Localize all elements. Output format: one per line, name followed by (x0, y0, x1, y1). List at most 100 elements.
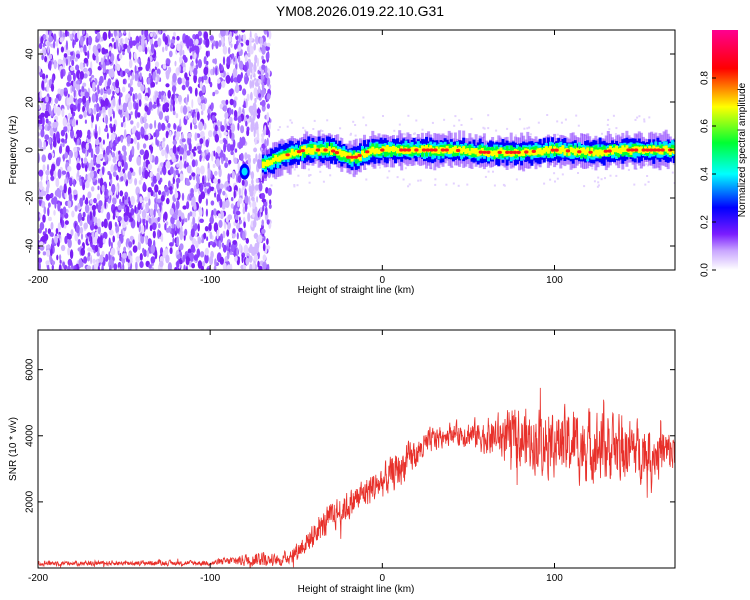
spectrogram-noise-cell (64, 151, 69, 159)
spectrogram-noise-cell (255, 178, 259, 184)
spectrogram-noise-cell (185, 80, 190, 88)
spectrogram-peak-cell (550, 148, 555, 152)
spectrogram-peak-cell (565, 149, 571, 153)
spectrogram-noise-cell (77, 239, 81, 245)
spectrogram-noise-cell (251, 79, 255, 89)
spectrogram-noise-cell (117, 32, 123, 37)
spectrogram-noise-cell (96, 163, 101, 168)
snr-frame (37, 329, 676, 569)
spectrogram-ridge-cell (319, 147, 323, 153)
spectrogram-noise-cell (130, 195, 135, 206)
spectrogram-noise-cell (138, 166, 142, 176)
spectrogram-noise-cell (379, 166, 381, 169)
spectrogram-ridge-cell (546, 147, 550, 154)
spectrogram-noise-cell (99, 254, 104, 263)
spectrogram-noise-cell (194, 87, 198, 97)
spectrogram-noise-cell (85, 100, 90, 107)
spectrogram-noise-cell (74, 264, 77, 270)
spectrogram-peak-cell (402, 148, 408, 152)
spectrogram-peak-cell (349, 155, 355, 159)
spectrogram-noise-cell (136, 121, 140, 129)
spectrogram-noise-cell (155, 136, 158, 146)
spectrogram-noise-cell (157, 37, 162, 47)
spectrogram-noise-cell (50, 248, 53, 256)
spectrogram-noise-cell (262, 254, 267, 262)
spectrogram-noise-cell (143, 181, 146, 191)
spectrogram-noise-cell (135, 261, 138, 270)
spectrogram-noise-cell (234, 84, 240, 94)
spectrogram-noise-cell (46, 102, 50, 111)
spectrogram-noise-cell (59, 254, 62, 261)
spectrogram-peak-cell (300, 149, 305, 153)
spectrogram-noise-cell (260, 91, 265, 98)
spectrogram-noise-cell (81, 161, 84, 168)
snr-background (38, 330, 675, 568)
spectrogram-noise-cell (127, 45, 131, 54)
spectrogram-noise-cell (214, 89, 219, 95)
spectrogram-ridge-cell (305, 148, 309, 155)
spectrogram-noise-cell (185, 76, 190, 82)
spectrogram-noise-cell (219, 63, 222, 71)
spectrogram-noise-cell (43, 233, 49, 241)
spectrogram-peak-cell (406, 148, 411, 152)
spectrogram-noise-cell (77, 202, 81, 209)
spectrogram-noise-cell (102, 237, 106, 245)
spectrogram-noise-cell (75, 224, 80, 234)
spectrogram-noise-cell (83, 222, 88, 230)
spectrogram-noise-cell (68, 193, 73, 202)
spectrogram-noise-cell (219, 256, 224, 265)
spectrogram-noise-cell (218, 213, 221, 219)
spectrogram-noise-cell (169, 242, 174, 247)
spectrogram-ridge-cell (340, 150, 344, 158)
spectrogram-noise-cell (221, 80, 226, 88)
spectrogram-peak-cell (440, 148, 446, 152)
spectrogram-noise-cell (184, 143, 188, 152)
spectrogram-noise-cell (48, 202, 51, 208)
spectrogram-noise-cell (160, 195, 165, 202)
spectrogram-noise-cell (137, 112, 141, 118)
spectrogram-ridge-cell (480, 147, 484, 153)
spectrogram-noise-cell (249, 39, 252, 49)
spectrogram-noise-cell (106, 211, 111, 221)
spectrogram-noise-cell (221, 36, 224, 46)
spectrogram-noise-cell (212, 66, 215, 76)
spectrogram-noise-cell (417, 179, 420, 182)
spectrogram-ridge-cell (261, 161, 265, 168)
spectrogram-noise-cell (122, 51, 125, 56)
spectrogram-noise-cell (265, 52, 270, 60)
spectrogram-noise-cell (80, 233, 84, 240)
spectrogram-noise-cell (214, 133, 219, 143)
spectrogram-noise-cell (470, 117, 473, 120)
spectrogram-noise-cell (116, 185, 119, 196)
spectrogram-noise-cell (487, 127, 490, 130)
spectrogram-noise-cell (39, 51, 44, 56)
spectrogram-noise-cell (115, 174, 119, 181)
spectrogram-noise-cell (434, 178, 437, 181)
spectrogram-noise-cell (175, 177, 181, 184)
spectrogram-noise-cell (153, 40, 159, 48)
spectrogram-peak-cell (554, 148, 559, 152)
spectrogram-noise-cell (221, 100, 226, 105)
spectrogram-noise-cell (419, 179, 422, 182)
spectrogram-noise-cell (39, 222, 45, 231)
spectrogram-ridge-cell (596, 149, 600, 157)
spectrogram-noise-cell (173, 170, 176, 179)
spectrogram-noise-cell (79, 220, 83, 227)
spectrogram-noise-cell (179, 259, 183, 265)
spectrogram-noise-cell (175, 154, 179, 160)
spectrogram-x-label: Height of straight line (km) (298, 285, 415, 296)
spectrogram-noise-cell (239, 219, 243, 224)
spectrogram-noise-cell (48, 216, 52, 222)
spectrogram-noise-cell (121, 253, 127, 259)
spectrogram-noise-cell (163, 211, 168, 221)
spectrogram-peak-cell (497, 150, 502, 154)
spectrogram-noise-cell (132, 239, 135, 245)
spectrogram-noise-cell (633, 183, 636, 186)
spectrogram-noise-cell (105, 49, 109, 54)
spectrogram-noise-cell (141, 30, 144, 35)
spectrogram-noise-cell (98, 200, 103, 207)
spectrogram-noise-cell (671, 171, 674, 174)
spectrogram-noise-cell (122, 102, 128, 112)
spectrogram-noise-cell (205, 60, 209, 66)
spectrogram-noise-cell (286, 125, 289, 128)
